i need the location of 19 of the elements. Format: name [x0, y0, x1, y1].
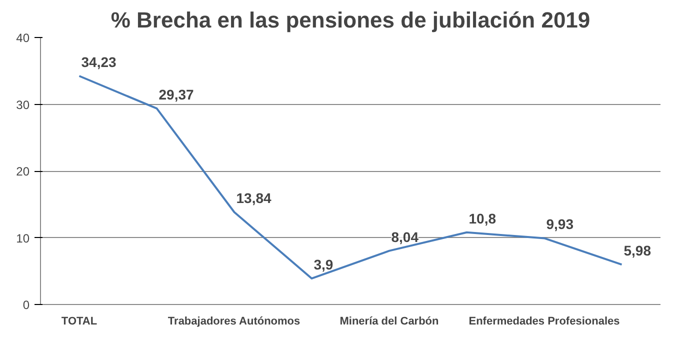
text: 8,04: [391, 228, 418, 245]
x-tick-label: Trabajadores Autónomos: [168, 316, 300, 328]
text: 29,37: [158, 86, 194, 102]
text: 10,8: [468, 210, 496, 226]
text: 3,9: [314, 256, 334, 272]
x-tick-label: TOTAL: [61, 316, 98, 328]
y-tick-label: 30: [16, 98, 30, 112]
x-tick-label: Minería del Carbón: [340, 316, 440, 328]
y-tick-label: 10: [16, 231, 30, 246]
line-series: [78, 75, 623, 280]
y-tick-label: 20: [16, 164, 30, 178]
text: 34,23: [81, 54, 116, 70]
text: 13,84: [236, 190, 272, 206]
y-tick-label: 40: [16, 31, 30, 45]
x-tick-label: Enfermedades Profesionales: [468, 316, 620, 328]
chart-title: % Brecha en las pensiones de jubilación 2019: [110, 8, 590, 32]
text: 9,93: [546, 216, 574, 232]
text: 5,98: [624, 242, 651, 259]
y-tick-label: 0: [22, 298, 30, 312]
